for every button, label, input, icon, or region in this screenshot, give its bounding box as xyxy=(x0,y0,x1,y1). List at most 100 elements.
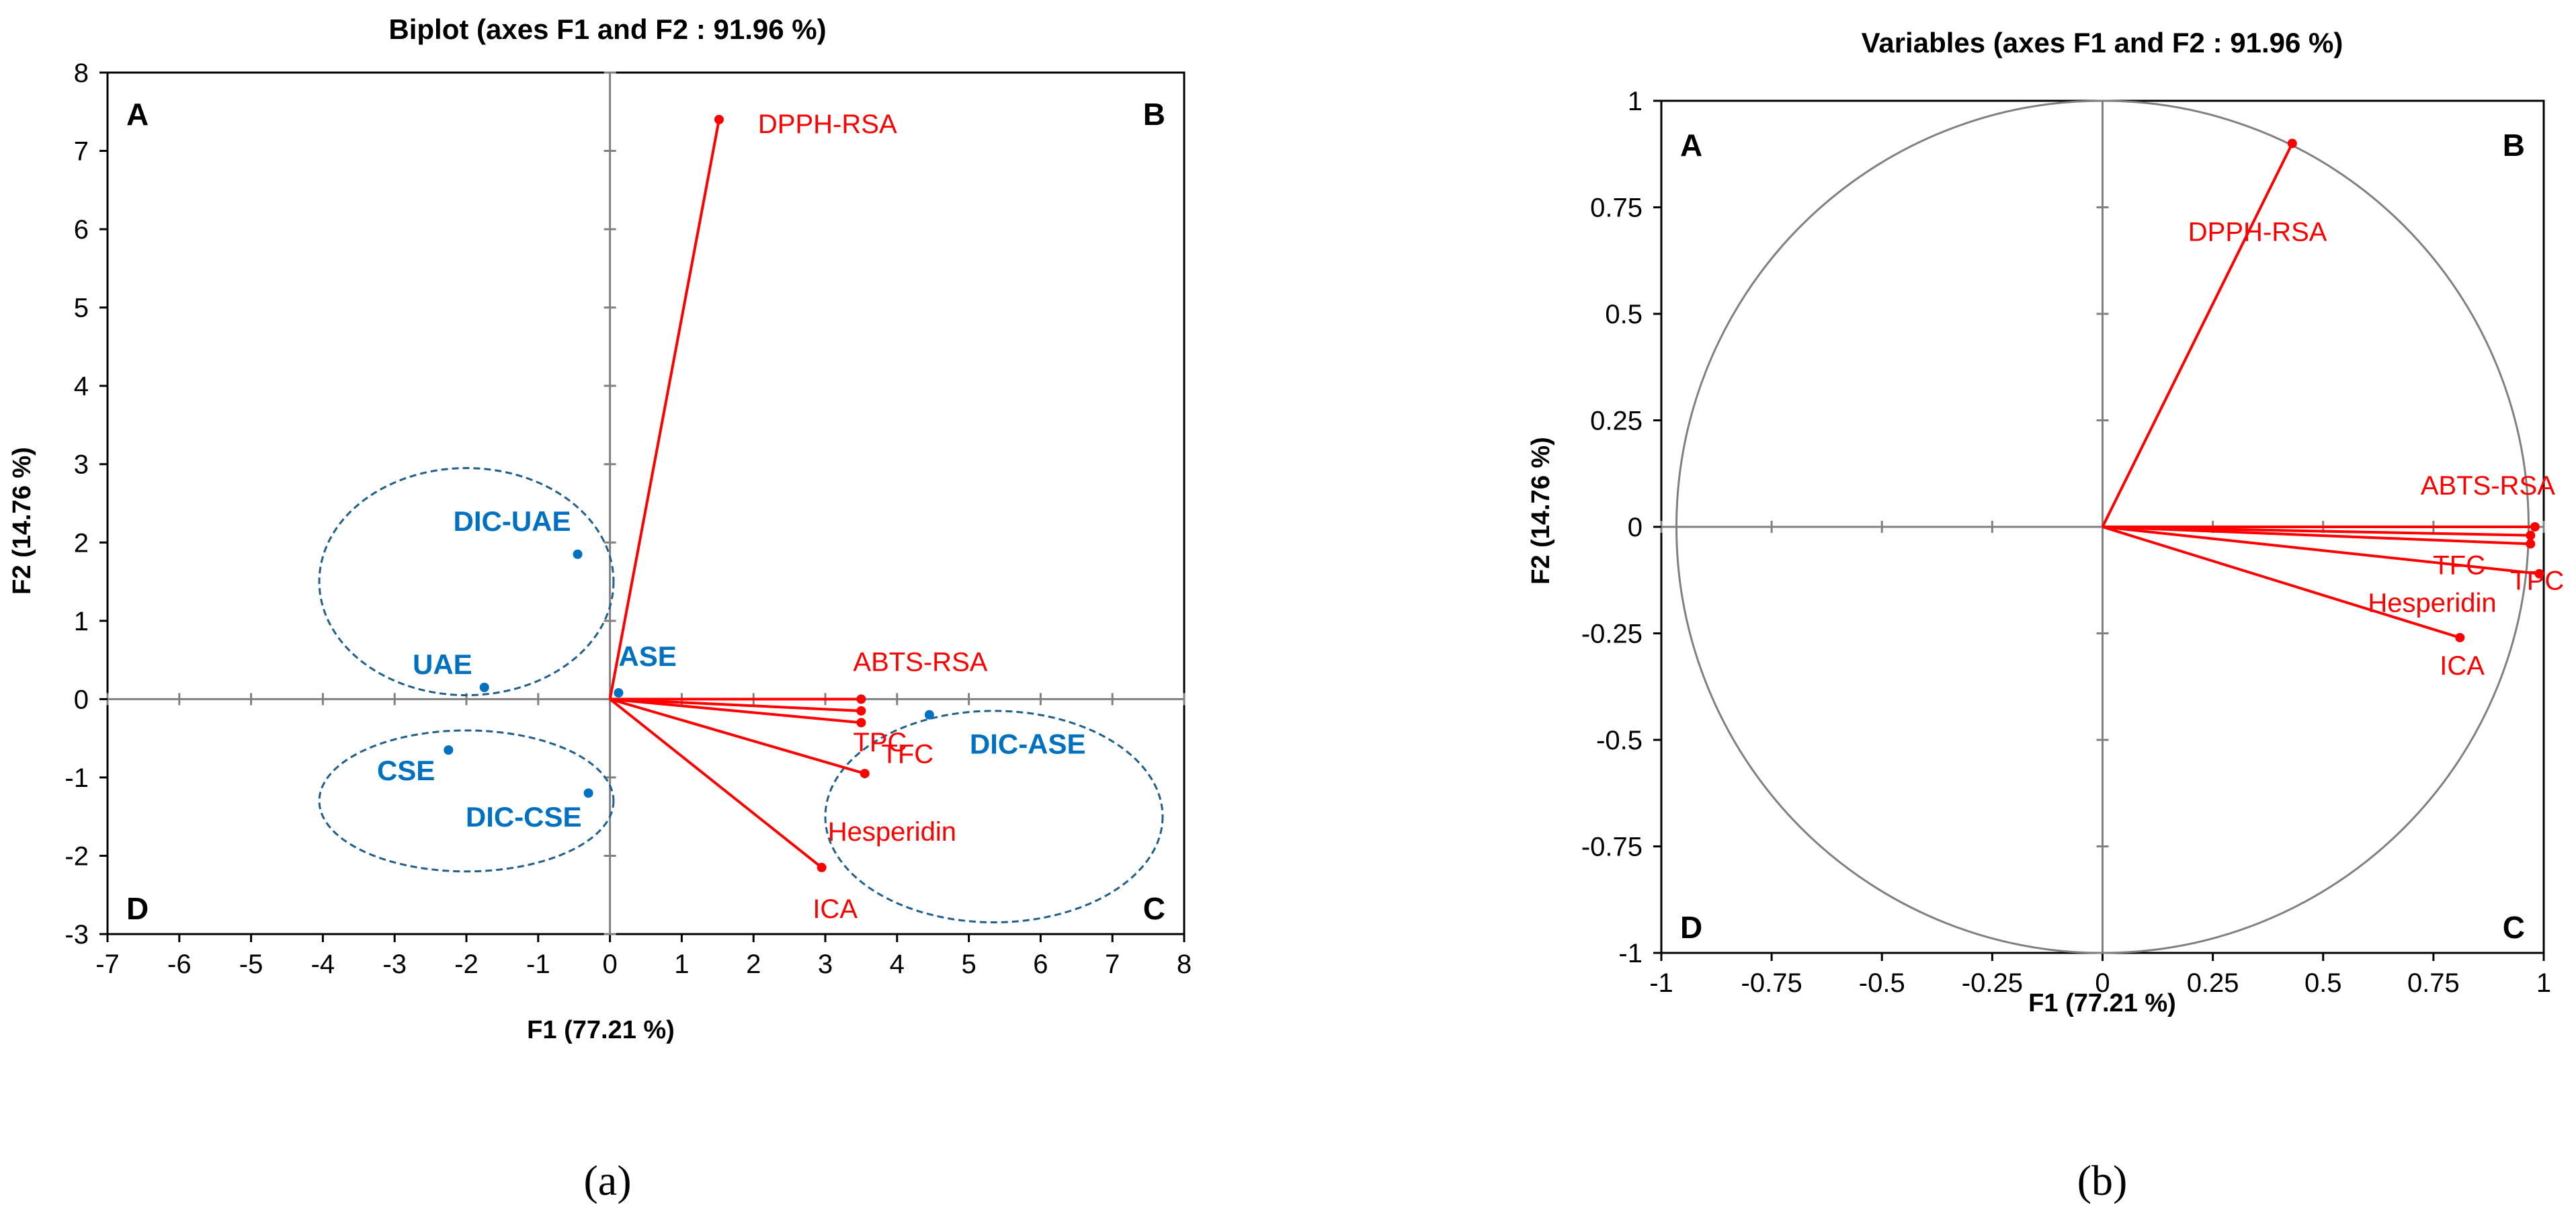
observation-label-uae: UAE xyxy=(413,648,472,680)
biplot-x-tick-label: 4 xyxy=(890,950,905,979)
biplot-plot-area xyxy=(106,71,1186,935)
variables-x-tick-label: 0.25 xyxy=(2187,968,2239,998)
variables-y-tick-label: -0.75 xyxy=(1581,833,1643,862)
observation-point-uae xyxy=(479,682,489,692)
biplot-y-tick-label: -3 xyxy=(65,920,89,950)
biplot-y-tick-label: 8 xyxy=(74,58,89,88)
biplot-y-tick-labels: -3 -2 -1 0 1 2 3 4 5 6 7 8 xyxy=(65,58,89,950)
biplot-title: Biplot (axes F1 and F2 : 91.96 %) xyxy=(388,13,826,45)
biplot-x-tick-label: -2 xyxy=(454,950,479,979)
biplot-x-tick-label: 6 xyxy=(1033,950,1048,979)
biplot-vector-hesperidin xyxy=(610,698,866,775)
biplot-x-tick-label: -7 xyxy=(95,950,120,979)
variables-x-tick-labels: -1 -0.75 -0.5 -0.25 0 0.25 0.5 0.75 1 xyxy=(1649,968,2551,998)
observation-point-ase xyxy=(614,688,624,698)
biplot-axes xyxy=(99,71,1186,942)
variables-axes xyxy=(1653,99,2545,961)
biplot-vector-tip-dpph-rsa xyxy=(714,114,724,124)
biplot-x-tick-label: 7 xyxy=(1105,950,1120,979)
variables-y-tick-label: 0 xyxy=(1628,513,1643,542)
biplot-variable-label-hesperidin: Hesperidin xyxy=(828,817,956,847)
biplot-y-tick-label: 6 xyxy=(74,215,89,245)
variables-x-tick-label: -0.25 xyxy=(1962,968,2023,998)
variables-vector-dpph-rsa xyxy=(2101,142,2294,528)
variables-x-axis-label: F1 (77.21 %) xyxy=(2028,989,2176,1017)
biplot-x-tick-label: 5 xyxy=(961,950,976,979)
biplot-x-tick-label: -6 xyxy=(167,950,192,979)
variables-y-tick-label: 0.75 xyxy=(1590,194,1643,223)
variables-title: Variables (axes F1 and F2 : 91.96 %) xyxy=(1862,27,2343,58)
variables-y-tick-label: 0.5 xyxy=(1605,300,1643,329)
variables-label-ica: ICA xyxy=(2440,651,2485,681)
variables-vector-tip-hesperidin xyxy=(2534,569,2544,579)
biplot-vector-tip-tfc xyxy=(856,718,866,728)
observation-label-ase: ASE xyxy=(618,640,676,672)
biplot-y-tick-label: -2 xyxy=(65,841,89,871)
biplot-y-tick-label: 1 xyxy=(74,607,89,636)
biplot-vector-tip-ica xyxy=(817,862,827,872)
group-ellipse-1 xyxy=(318,467,615,697)
variables-quadrant-c: C xyxy=(2503,910,2525,945)
variables-x-tick-label: 1 xyxy=(2536,968,2551,998)
observation-label-dic-uae: DIC-UAE xyxy=(454,505,571,537)
variables-quadrant-labels: A B C D xyxy=(1680,128,2525,945)
variables-quadrant-a: A xyxy=(1680,128,1702,163)
variables-label-abts-rsa: ABTS-RSA xyxy=(2421,471,2555,501)
biplot-variable-label-ica: ICA xyxy=(813,894,858,924)
biplot-vector-ica xyxy=(609,698,823,869)
variables-vector-hesperidin xyxy=(2102,526,2540,575)
variables-y-tick-label: -0.25 xyxy=(1581,620,1643,649)
biplot-x-tick-labels: -7 -6 -5 -4 -3 -2 -1 0 1 2 3 4 5 6 7 8 xyxy=(95,950,1192,979)
variables-quadrant-d: D xyxy=(1680,910,1702,945)
biplot-quadrant-d: D xyxy=(126,891,149,926)
observation-point-dic-uae xyxy=(573,549,583,559)
observation-point-dic-ase xyxy=(924,710,934,720)
biplot-quadrant-a: A xyxy=(126,97,149,132)
biplot-y-tick-label: 2 xyxy=(74,528,89,558)
biplot-variable-label-dpph-rsa: DPPH-RSA xyxy=(758,110,897,139)
variables-y-axis-label: F2 (14.76 %) xyxy=(1527,437,1555,585)
biplot-y-tick-label: 5 xyxy=(74,294,89,323)
group-ellipse-2 xyxy=(318,729,615,873)
panel-label-b: (b) xyxy=(2077,1157,2128,1204)
variables-panel: Variables (axes F1 and F2 : 91.96 %) -1-… xyxy=(1527,27,2564,1204)
variables-x-tick-label: 0.5 xyxy=(2304,968,2342,998)
biplot-x-axis-label: F1 (77.21 %) xyxy=(527,1016,675,1044)
biplot-quadrant-c: C xyxy=(1143,891,1165,926)
biplot-x-tick-label: 1 xyxy=(674,950,689,979)
variables-vector-tpc xyxy=(2102,526,2531,546)
biplot-vector-dpph-rsa xyxy=(608,119,720,700)
variables-label-hesperidin: Hesperidin xyxy=(2368,589,2496,618)
biplot-variable-label-tfc: TFC xyxy=(881,739,933,769)
variables-x-tick-label: 0 xyxy=(2095,968,2110,998)
biplot-variable-label-abts-rsa: ABTS-RSA xyxy=(853,647,987,677)
observation-point-cse xyxy=(444,745,454,755)
biplot-x-tick-label: -1 xyxy=(526,950,550,979)
variables-x-tick-label: -0.75 xyxy=(1741,968,1802,998)
biplot-panel: Biplot (axes F1 and F2 : 91.96 %) -7 -6 -5… xyxy=(8,13,1192,1204)
variables-vector-tip-ica xyxy=(2455,632,2465,642)
observation-label-dic-ase: DIC-ASE xyxy=(970,728,1086,760)
variables-vector-ica xyxy=(2102,526,2460,639)
biplot-vector-tip-hesperidin xyxy=(860,769,870,779)
variables-vector-tip-tfc xyxy=(2526,530,2536,540)
variables-label-dpph-rsa: DPPH-RSA xyxy=(2188,217,2327,247)
variables-y-tick-label: 0.25 xyxy=(1590,407,1643,436)
biplot-x-tick-label: -5 xyxy=(239,950,263,979)
observation-label-dic-cse: DIC-CSE xyxy=(466,801,582,833)
biplot-x-tick-label: 8 xyxy=(1177,950,1192,979)
observation-label-cse: CSE xyxy=(377,755,435,786)
biplot-x-tick-label: -3 xyxy=(382,950,407,979)
biplot-y-tick-label: 7 xyxy=(74,137,89,167)
biplot-x-tick-label: 0 xyxy=(602,950,617,979)
biplot-y-axis-label: F2 (14.76 %) xyxy=(8,447,36,595)
biplot-y-tick-label: 4 xyxy=(74,372,89,401)
variables-quadrant-b: B xyxy=(2503,128,2525,163)
variables-y-tick-label: 1 xyxy=(1628,87,1643,116)
variables-x-tick-label: -0.5 xyxy=(1859,968,1905,998)
variables-y-tick-label: -0.5 xyxy=(1596,726,1643,755)
biplot-y-tick-label: 3 xyxy=(74,450,89,480)
variables-y-tick-labels: -1 -0.75 -0.5 -0.25 0 0.25 0.5 0.75 1 xyxy=(1581,87,1643,968)
